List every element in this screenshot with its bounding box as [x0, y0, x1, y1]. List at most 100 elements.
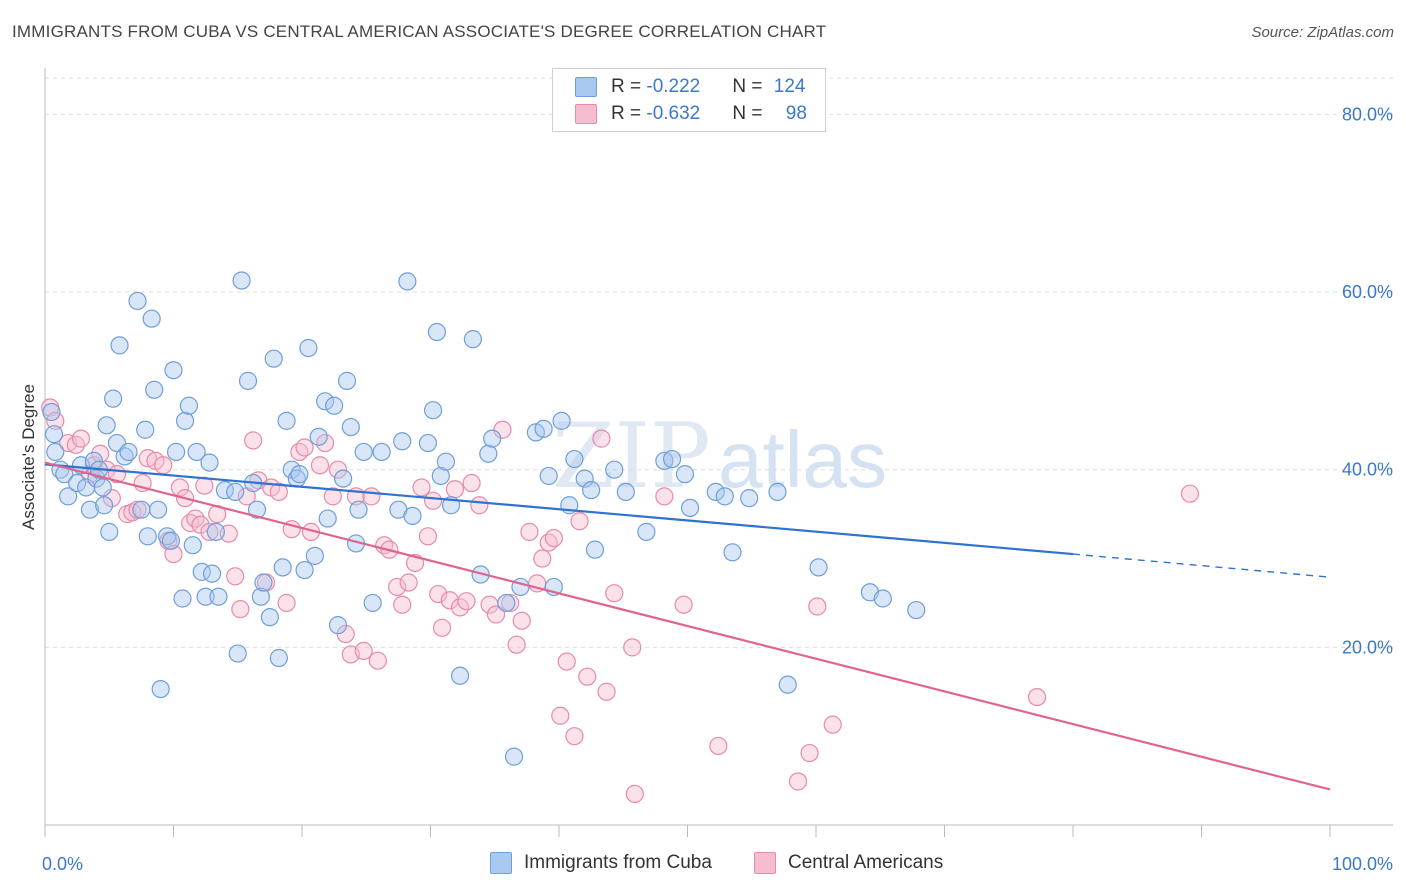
- central-americans-point: [295, 438, 314, 457]
- cuba-point: [582, 481, 601, 500]
- central-americans-point: [597, 682, 616, 701]
- cuba-point: [100, 522, 119, 541]
- cuba-point: [226, 482, 245, 502]
- cuba-point: [161, 531, 181, 550]
- central-americans-point: [328, 460, 348, 479]
- cuba-point: [907, 600, 926, 620]
- cuba-point: [552, 411, 571, 430]
- central-americans-point: [226, 567, 245, 586]
- bottom-legend-cuba: Immigrants from Cuba: [490, 852, 712, 874]
- cuba-point: [565, 449, 584, 469]
- cuba-point: [325, 396, 344, 415]
- cuba-point: [316, 392, 335, 411]
- cuba-point: [585, 540, 605, 559]
- watermark-atlas: atlas: [718, 415, 887, 504]
- central-americans-point: [269, 482, 288, 502]
- y-tick-label: 40.0%: [1342, 460, 1393, 480]
- cuba-point: [59, 487, 78, 506]
- central-legend-icon: [754, 852, 776, 874]
- r-value: -0.222: [646, 76, 701, 97]
- central-americans-point: [362, 487, 381, 506]
- central-americans-point: [557, 652, 576, 671]
- cuba-point: [128, 291, 147, 311]
- central-americans-point: [412, 478, 431, 497]
- cuba-point: [768, 482, 787, 502]
- cuba-point: [254, 573, 273, 592]
- cuba-point: [341, 417, 360, 437]
- central-americans-point: [709, 736, 728, 756]
- cuba-point: [423, 401, 443, 420]
- central-americans-point: [154, 456, 173, 475]
- cuba-point: [662, 449, 682, 469]
- cuba-point: [616, 482, 635, 502]
- cuba-point: [393, 432, 412, 451]
- cuba-point: [164, 361, 183, 380]
- cuba-point: [655, 451, 674, 470]
- watermark-zip: ZIP: [552, 404, 711, 509]
- x-tick-max: 100.0%: [1332, 854, 1393, 874]
- cuba-point: [715, 487, 734, 506]
- bottom-legend-central: Central Americans: [754, 852, 943, 874]
- cuba-legend-icon: [490, 852, 512, 874]
- axes: [44, 68, 1393, 837]
- cuba-point: [232, 271, 251, 290]
- cuba-point: [104, 389, 123, 408]
- cuba-trend-extension: [1072, 553, 1331, 578]
- central-americans-point: [128, 500, 147, 519]
- central-americans-point: [623, 638, 642, 657]
- cuba-point: [431, 466, 450, 486]
- cuba-point: [145, 380, 164, 399]
- cuba-point: [142, 309, 161, 328]
- central-legend-label: Central Americans: [788, 852, 944, 873]
- cuba-point: [132, 500, 151, 519]
- cuba-point: [534, 419, 553, 438]
- central-americans-point: [625, 784, 644, 804]
- central-americans-point: [512, 611, 531, 630]
- central-americans-point: [323, 487, 342, 506]
- cuba-point: [196, 587, 215, 606]
- central-americans-point: [1027, 687, 1047, 707]
- cuba-point: [119, 442, 138, 462]
- cuba-point: [97, 416, 116, 435]
- source-label: Source: ZipAtlas.com: [1251, 24, 1394, 41]
- cuba-point: [605, 460, 624, 479]
- cuba-point: [247, 500, 267, 519]
- n-value: 124: [773, 76, 806, 97]
- r-label: R =: [611, 76, 647, 97]
- cuba-point: [403, 506, 422, 525]
- cuba-point: [166, 442, 186, 462]
- central-americans-point: [46, 411, 65, 430]
- central-americans-point: [399, 573, 418, 592]
- cuba-point: [680, 498, 700, 517]
- r-label: R =: [611, 103, 647, 124]
- cuba-point: [309, 427, 328, 446]
- cuba-point: [483, 429, 502, 448]
- cuba-trend-line: [44, 463, 1074, 556]
- watermark: ZIP atlas: [552, 404, 887, 509]
- central-americans-point: [551, 706, 570, 725]
- cuba-point: [299, 338, 318, 358]
- cuba-point: [398, 272, 417, 291]
- central-swatch-icon: [575, 104, 597, 124]
- stats-legend: R = -0.222 N = 124 R = -0.632 N = 98: [552, 68, 826, 132]
- cuba-point: [260, 608, 279, 627]
- central-americans-point: [310, 456, 330, 475]
- x-tick-min: 0.0%: [42, 854, 83, 874]
- cuba-point: [136, 420, 155, 439]
- central-americans-point: [486, 605, 506, 624]
- y-tick-label: 20.0%: [1342, 637, 1393, 657]
- central-americans-point: [520, 522, 539, 541]
- central-americans-point: [655, 487, 674, 506]
- legend-row-central: R = -0.632 N = 98: [575, 102, 807, 126]
- n-label: N =: [732, 76, 768, 97]
- n-value: 98: [785, 103, 807, 124]
- central-americans-point: [423, 491, 443, 510]
- trend-lines: [44, 461, 1331, 791]
- cuba-point: [706, 482, 725, 502]
- central-americans-point: [231, 600, 250, 619]
- cuba-point: [809, 558, 828, 577]
- central-americans-point: [501, 593, 520, 613]
- cuba-point: [202, 564, 222, 583]
- cuba-point: [173, 589, 192, 608]
- cuba-point: [209, 587, 228, 606]
